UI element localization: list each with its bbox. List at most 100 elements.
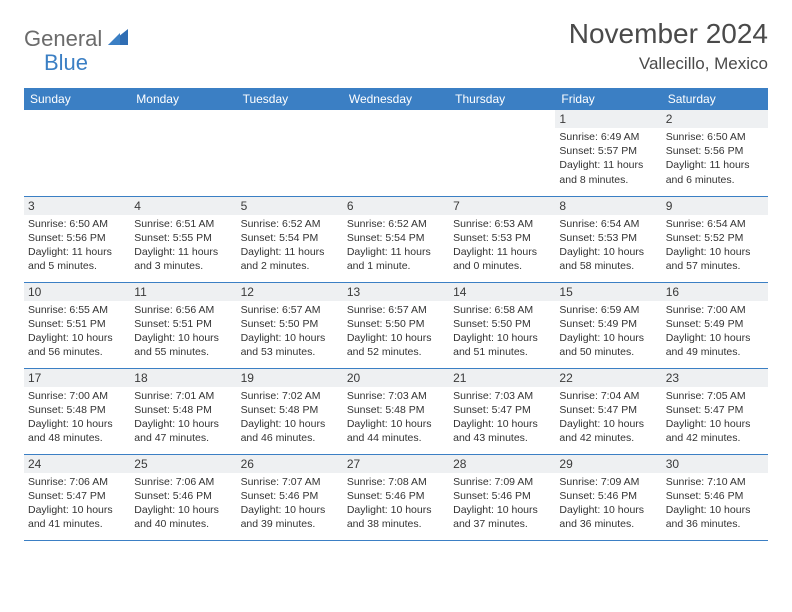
day-info-line: and 56 minutes.	[28, 345, 126, 359]
day-info-line: and 43 minutes.	[453, 431, 551, 445]
day-info-line: Sunset: 5:46 PM	[134, 489, 232, 503]
day-number: 15	[555, 283, 661, 301]
day-info-line: and 57 minutes.	[666, 259, 764, 273]
day-info-line: Daylight: 10 hours	[453, 331, 551, 345]
day-info-line: Sunset: 5:47 PM	[666, 403, 764, 417]
day-number: 24	[24, 455, 130, 473]
day-cell: 14Sunrise: 6:58 AMSunset: 5:50 PMDayligh…	[449, 282, 555, 368]
week-row: 10Sunrise: 6:55 AMSunset: 5:51 PMDayligh…	[24, 282, 768, 368]
day-info-line: and 49 minutes.	[666, 345, 764, 359]
day-info-line: Sunset: 5:46 PM	[559, 489, 657, 503]
day-number: 3	[24, 197, 130, 215]
day-info-line: Sunset: 5:48 PM	[28, 403, 126, 417]
day-info-line: Sunrise: 7:00 AM	[28, 389, 126, 403]
day-cell: 13Sunrise: 6:57 AMSunset: 5:50 PMDayligh…	[343, 282, 449, 368]
day-info-line: Sunset: 5:47 PM	[28, 489, 126, 503]
day-cell: .	[237, 110, 343, 196]
week-row: 3Sunrise: 6:50 AMSunset: 5:56 PMDaylight…	[24, 196, 768, 282]
day-info-line: Daylight: 10 hours	[666, 331, 764, 345]
day-info-line: Daylight: 10 hours	[559, 245, 657, 259]
day-info-line: Sunrise: 7:10 AM	[666, 475, 764, 489]
week-row: .....1Sunrise: 6:49 AMSunset: 5:57 PMDay…	[24, 110, 768, 196]
day-info-line: Daylight: 11 hours	[28, 245, 126, 259]
day-info-line: Sunset: 5:46 PM	[666, 489, 764, 503]
day-info-line: Sunset: 5:57 PM	[559, 144, 657, 158]
day-number: 20	[343, 369, 449, 387]
day-info-line: Sunrise: 6:49 AM	[559, 130, 657, 144]
day-info-line: Sunset: 5:49 PM	[559, 317, 657, 331]
day-info-line: Daylight: 11 hours	[347, 245, 445, 259]
day-info-line: Daylight: 10 hours	[134, 503, 232, 517]
week-row: 17Sunrise: 7:00 AMSunset: 5:48 PMDayligh…	[24, 368, 768, 454]
logo: General	[24, 26, 132, 52]
day-info-line: Sunset: 5:55 PM	[134, 231, 232, 245]
day-number: 12	[237, 283, 343, 301]
day-info-line: Sunrise: 6:53 AM	[453, 217, 551, 231]
day-info-line: Daylight: 10 hours	[559, 503, 657, 517]
day-info-line: and 55 minutes.	[134, 345, 232, 359]
day-cell: 24Sunrise: 7:06 AMSunset: 5:47 PMDayligh…	[24, 454, 130, 540]
day-info-line: and 36 minutes.	[559, 517, 657, 531]
day-info-line: Sunset: 5:52 PM	[666, 231, 764, 245]
day-info-line: and 58 minutes.	[559, 259, 657, 273]
day-info-line: Sunrise: 7:09 AM	[453, 475, 551, 489]
day-number: 22	[555, 369, 661, 387]
day-info-line: Sunset: 5:51 PM	[28, 317, 126, 331]
day-cell: 15Sunrise: 6:59 AMSunset: 5:49 PMDayligh…	[555, 282, 661, 368]
day-number: 18	[130, 369, 236, 387]
day-info-line: and 50 minutes.	[559, 345, 657, 359]
day-info-line: and 41 minutes.	[28, 517, 126, 531]
day-info-line: Sunrise: 6:50 AM	[28, 217, 126, 231]
day-info-line: Sunrise: 6:51 AM	[134, 217, 232, 231]
day-info-line: Sunrise: 7:02 AM	[241, 389, 339, 403]
day-cell: 7Sunrise: 6:53 AMSunset: 5:53 PMDaylight…	[449, 196, 555, 282]
day-info-line: Daylight: 10 hours	[453, 503, 551, 517]
day-info-line: Sunrise: 6:55 AM	[28, 303, 126, 317]
dayhead-sun: Sunday	[24, 88, 130, 110]
day-info-line: Sunset: 5:50 PM	[241, 317, 339, 331]
day-info-line: Sunrise: 7:00 AM	[666, 303, 764, 317]
day-number: 27	[343, 455, 449, 473]
day-number: 11	[130, 283, 236, 301]
dayhead-tue: Tuesday	[237, 88, 343, 110]
day-info-line: Sunrise: 7:05 AM	[666, 389, 764, 403]
day-info-line: Daylight: 11 hours	[666, 158, 764, 172]
day-info-line: Sunset: 5:56 PM	[28, 231, 126, 245]
day-info-line: Sunset: 5:53 PM	[559, 231, 657, 245]
day-info-line: Sunrise: 6:54 AM	[666, 217, 764, 231]
day-info-line: Sunrise: 7:09 AM	[559, 475, 657, 489]
day-info-line: and 36 minutes.	[666, 517, 764, 531]
day-info-line: and 5 minutes.	[28, 259, 126, 273]
day-info-line: and 47 minutes.	[134, 431, 232, 445]
header: General November 2024 Vallecillo, Mexico	[24, 18, 768, 74]
day-number: 13	[343, 283, 449, 301]
dayhead-wed: Wednesday	[343, 88, 449, 110]
day-info-line: Sunrise: 7:06 AM	[28, 475, 126, 489]
day-number: 16	[662, 283, 768, 301]
day-number: 5	[237, 197, 343, 215]
day-cell: 19Sunrise: 7:02 AMSunset: 5:48 PMDayligh…	[237, 368, 343, 454]
day-info-line: and 42 minutes.	[666, 431, 764, 445]
day-cell: 2Sunrise: 6:50 AMSunset: 5:56 PMDaylight…	[662, 110, 768, 196]
day-info-line: Daylight: 10 hours	[666, 503, 764, 517]
day-info-line: and 48 minutes.	[28, 431, 126, 445]
day-info-line: Daylight: 10 hours	[347, 331, 445, 345]
day-info-line: Daylight: 10 hours	[347, 417, 445, 431]
day-info-line: Sunrise: 6:59 AM	[559, 303, 657, 317]
day-info-line: Daylight: 11 hours	[241, 245, 339, 259]
logo-text-blue: Blue	[44, 50, 88, 76]
day-cell: 10Sunrise: 6:55 AMSunset: 5:51 PMDayligh…	[24, 282, 130, 368]
day-info-line: and 39 minutes.	[241, 517, 339, 531]
day-cell: 1Sunrise: 6:49 AMSunset: 5:57 PMDaylight…	[555, 110, 661, 196]
day-number: 7	[449, 197, 555, 215]
day-info-line: Daylight: 11 hours	[559, 158, 657, 172]
dayhead-row: Sunday Monday Tuesday Wednesday Thursday…	[24, 88, 768, 110]
day-info-line: Sunset: 5:54 PM	[241, 231, 339, 245]
day-cell: 21Sunrise: 7:03 AMSunset: 5:47 PMDayligh…	[449, 368, 555, 454]
day-cell: .	[343, 110, 449, 196]
day-cell: 5Sunrise: 6:52 AMSunset: 5:54 PMDaylight…	[237, 196, 343, 282]
day-number: 25	[130, 455, 236, 473]
day-cell: 4Sunrise: 6:51 AMSunset: 5:55 PMDaylight…	[130, 196, 236, 282]
day-info-line: Sunset: 5:54 PM	[347, 231, 445, 245]
day-info-line: Daylight: 10 hours	[134, 417, 232, 431]
